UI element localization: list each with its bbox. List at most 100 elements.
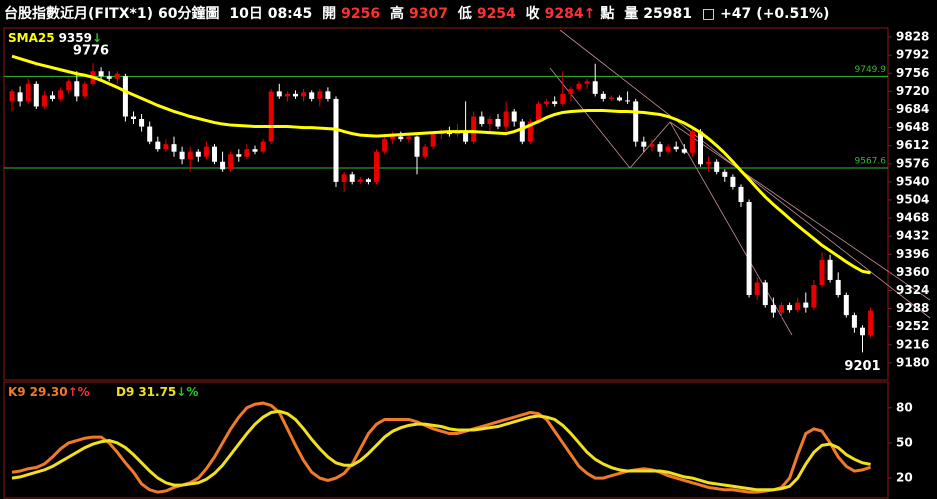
icon: □ [701,6,716,22]
label: 開 [322,6,337,22]
candle-body [301,92,307,97]
symbol: 台股指數近月(FITX*1) [4,6,153,22]
legend-name: K9 [8,385,26,399]
candle-body [374,151,379,182]
candle-body [260,141,266,152]
candle-body [738,186,744,202]
trend-line [669,121,793,336]
y-tick-label: 9612 [896,138,929,152]
value: 9254 [476,6,516,22]
candle-body [868,310,874,336]
candle-body [608,97,614,99]
candle-body [122,76,128,117]
candle-body [698,131,703,165]
candle-body [706,161,712,165]
candle-body [422,146,428,157]
sub-frame [3,381,889,499]
y-tick-label: 9828 [896,30,929,44]
legend-name: D9 [116,385,134,399]
candle-body [106,76,112,79]
y-tick-label: 9684 [896,102,929,116]
candle-body [479,116,485,125]
candle-body [689,131,695,153]
y-tick-label: 80 [896,400,913,414]
label: 低 [457,6,472,22]
candle-body [827,259,833,280]
y-tick-label: 50 [896,435,913,449]
candle-body [33,83,39,107]
candle-body [293,93,298,97]
y-tick-label: 9504 [896,192,929,206]
candle-body [600,93,606,99]
candle-body [633,101,639,142]
legend-entry: SMA25 9359↓ [8,31,102,45]
candle-body [795,302,801,311]
candle-body [220,161,226,170]
candle-body [17,92,23,102]
candle-body [98,71,104,77]
y-tick-label: 9324 [896,283,929,297]
y-tick-label: 9252 [896,319,929,333]
legend-value: 9359 [59,31,92,45]
candle-body [284,93,290,97]
value: 9284 [544,6,584,22]
candle-body [317,91,323,99]
candle-body [349,174,355,182]
candle-body [82,83,88,97]
value: 25981 [643,6,692,22]
candle-body [552,101,558,104]
candle-body [730,176,736,187]
candle-body [414,136,420,157]
candle-body [787,305,793,311]
candle-body [139,119,145,127]
y-tick-label: 9216 [896,337,929,351]
candle-body [179,151,185,160]
legend-name: SMA25 [8,31,55,45]
header: 台股指數近月(FITX*1) 60分鐘圖 10日 08:45 開 9256 高 930… [0,0,937,28]
candle-body [390,136,396,140]
legend-entry: K9 29.30↑% [8,385,90,399]
candle-body [536,103,541,122]
level-label: 9567.6 [855,156,887,166]
legend-trend: ↑% [68,385,90,399]
series-line [11,401,872,494]
label: 高 [389,6,404,22]
value: +47 [720,6,752,22]
candle-body [187,151,193,160]
level-label: 9749.9 [855,65,887,75]
y-tick-label: 9756 [896,66,929,80]
y-tick-label: 9792 [896,48,929,62]
candle-body [114,73,120,79]
candle-body [584,81,590,84]
y-tick-label: 9288 [896,301,929,315]
legend-trend: ↓% [176,385,198,399]
candle-body [835,279,841,296]
candle-body [762,282,768,306]
arrow: ↑ [583,6,596,22]
candle-body [252,149,258,152]
candle-body [406,136,412,140]
candle-body [495,119,501,127]
candle-body [66,81,72,91]
legend-trend: ↓ [92,31,102,45]
candle-body [843,295,849,316]
candle-body [641,141,647,147]
series-line [11,409,871,492]
candle-body [617,97,622,101]
candle-body [811,284,817,308]
y-tick-label: 9576 [896,156,929,170]
y-tick-label: 20 [896,471,913,485]
candle-body [163,144,169,150]
candle-body [544,101,550,104]
label: 收 [525,6,540,22]
y-tick-label: 9432 [896,229,929,243]
candle-body [325,91,331,99]
candle-body [463,131,469,142]
y-tick-label: 9468 [896,211,929,225]
y-tick-label: 9648 [896,120,929,134]
candle-body [576,83,582,89]
candle-body [519,121,525,142]
legend-value: 29.30 [30,385,68,399]
